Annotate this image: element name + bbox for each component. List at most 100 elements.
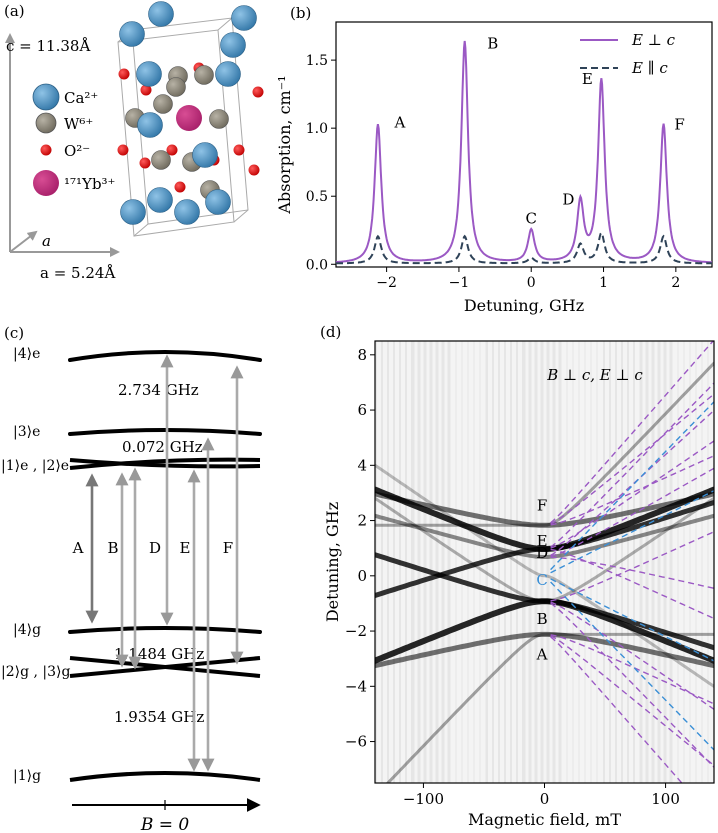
oxygen-atom <box>117 144 129 156</box>
a-axis-arrow-diag <box>9 230 38 253</box>
level-label-1: |3⟩e <box>13 424 40 440</box>
legend-o-icon <box>40 144 52 156</box>
x-tick-label: 0 <box>540 790 550 808</box>
legend-label-1: E ∥ c <box>631 59 668 77</box>
level-label-4: |2⟩g , |3⟩g <box>1 664 70 680</box>
absorption-chart: −2 −1 0 1 2 0.0 0.5 1.0 1.5 Detuning, GHz Absorpti… <box>275 21 713 315</box>
fit-curve-0 <box>550 341 714 524</box>
tungsten-atom <box>209 109 229 129</box>
line-label-D: D <box>536 544 548 562</box>
data-branch-9 <box>385 632 714 783</box>
condition-label: B ⊥ c, E ⊥ c <box>546 366 643 384</box>
legend-ca-icon <box>32 83 60 111</box>
legend-w-label: W⁶⁺ <box>64 115 93 133</box>
x-tick-label: 0 <box>527 275 536 291</box>
transition-label-E: E <box>180 539 191 557</box>
splitting-label-2: 1.1484 GHz <box>114 645 204 663</box>
oxygen-atom <box>252 86 264 98</box>
panel-d-tag: (d) <box>320 323 341 341</box>
legend-w-icon <box>35 112 57 134</box>
fit-curve-9 <box>550 601 714 710</box>
legend-o-label: O²⁻ <box>64 142 90 160</box>
panel-d: (d) −100 0 100 −6 −4 −2 0 2 4 6 8 Magnetic field, m… <box>320 323 715 829</box>
splitting-label-0: 2.734 GHz <box>118 381 199 399</box>
level-label-0: |4⟩e <box>13 346 40 362</box>
panel-a-tag: (a) <box>4 2 25 20</box>
calcium-atom <box>119 21 145 47</box>
level-4e <box>68 350 262 362</box>
calcium-atom <box>231 5 257 31</box>
legend-yb-label: ¹⁷¹Yb³⁺ <box>64 175 115 193</box>
fit-curve-c-2 <box>550 578 714 662</box>
calcium-atom <box>174 199 200 225</box>
line-label-F: F <box>537 496 547 514</box>
y-tick-label: 0.5 <box>306 189 328 205</box>
transition-label-D: D <box>149 539 161 557</box>
data-branch-8 <box>375 631 714 669</box>
panel-b-tag: (b) <box>290 4 311 22</box>
y-tick-label: 2 <box>357 512 367 530</box>
panel-c-tag: (c) <box>4 324 24 342</box>
tungsten-atom <box>194 65 214 85</box>
energy-level-diagram: |4⟩e |3⟩e |1⟩e , |2⟩e |4⟩g |2⟩g , |3⟩g |1⟩g 2.… <box>1 346 262 833</box>
calcium-atom <box>220 32 246 58</box>
x-tick-label: 100 <box>651 790 680 808</box>
splitting-label-1: 0.072 GHz <box>122 438 203 456</box>
fit-curve-7 <box>550 556 714 589</box>
unit-cell-edge <box>133 223 149 237</box>
peak-label-E: E <box>582 70 593 88</box>
unit-cell-edge <box>233 209 249 223</box>
calcium-atom <box>136 61 162 87</box>
peak-label-A: A <box>394 113 406 131</box>
y-tick-label: 0 <box>357 567 367 585</box>
y-tick-label: 4 <box>357 456 367 474</box>
line-label-B: B <box>537 610 548 628</box>
fit-curve-14 <box>550 409 714 557</box>
x-axis-label: Detuning, GHz <box>464 296 584 315</box>
unit-cell-edge <box>217 17 233 31</box>
fit-curve-12 <box>550 635 714 767</box>
oxygen-atom <box>118 68 130 80</box>
data-branch-5 <box>375 463 714 688</box>
transition-label-B: B <box>107 539 118 557</box>
data-branch-3 <box>375 500 714 598</box>
oxygen-atom <box>174 181 186 193</box>
x-tick-label: 1 <box>599 275 608 291</box>
a-axis-short-label: a <box>42 232 51 250</box>
panel-b: (b) −2 −1 0 1 2 0.0 0.5 1.0 1.5 Detuning, GHz Abso… <box>275 4 713 315</box>
legend-ca-label: Ca²⁺ <box>64 89 98 107</box>
y-tick-label: −6 <box>345 733 367 751</box>
calcium-atom <box>205 189 231 215</box>
calcium-atom <box>215 61 241 87</box>
tungsten-atom <box>166 77 186 97</box>
x-axis-label: Magnetic field, mT <box>468 810 621 829</box>
fit-curve-c-1 <box>550 490 714 574</box>
fit-curve-1 <box>550 393 714 525</box>
level-1g <box>69 771 261 782</box>
data-branch-10 <box>375 496 714 603</box>
level-label-3: |4⟩g <box>13 622 41 638</box>
a-axis-label: a = 5.24Å <box>40 264 115 282</box>
tungsten-atom <box>153 94 173 114</box>
y-tick-label: 8 <box>357 346 367 364</box>
y-axis-label: Absorption, cm⁻¹ <box>275 75 294 214</box>
legend-yb-icon <box>33 170 59 196</box>
oxygen-atom <box>233 144 245 156</box>
level-4g <box>68 626 262 634</box>
transition-label-A: A <box>72 539 84 557</box>
level-label-5: |1⟩g <box>13 768 41 784</box>
oxygen-atom <box>166 144 178 156</box>
y-tick-label: 0.0 <box>306 257 328 273</box>
level-3e <box>68 428 262 436</box>
splitting-label-3: 1.9354 GHz <box>114 708 204 726</box>
y-tick-label: 1.0 <box>306 121 328 137</box>
fit-curve-11 <box>550 636 683 783</box>
plot-frame <box>335 21 713 268</box>
heatmap-content <box>375 341 714 783</box>
y-tick-label: −2 <box>345 622 367 640</box>
tungsten-atom <box>151 150 171 170</box>
series-perp-line <box>336 40 712 264</box>
curves <box>336 40 712 265</box>
data-branch-4 <box>375 513 714 559</box>
